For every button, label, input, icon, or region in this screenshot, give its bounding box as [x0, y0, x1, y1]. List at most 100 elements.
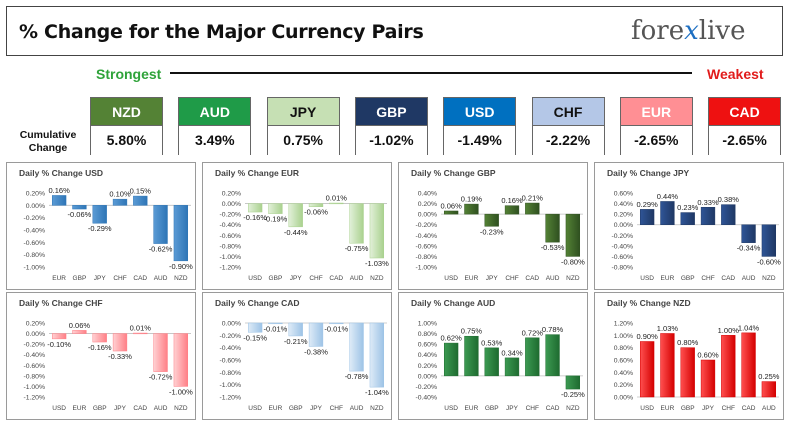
- chart-title: Daily % Change JPY: [607, 168, 690, 178]
- bar-usd: [443, 210, 459, 215]
- bar-chf: [504, 205, 520, 215]
- data-label: 0.78%: [542, 325, 564, 334]
- chart-panel: Daily % Change JPY 0.60% 0.40% 0.20% 0.00% -0…: [594, 162, 784, 290]
- bar-nzd: [565, 375, 581, 390]
- y-tick-label: 0.00%: [26, 331, 45, 338]
- bar-cad: [329, 202, 344, 205]
- x-category-label: USD: [444, 405, 458, 412]
- bar-chart: Daily % Change EUR 0.20% 0.00% -0.20% -0.40%…: [215, 168, 389, 282]
- bar-nzd: [761, 224, 777, 257]
- x-category-label: CHF: [309, 275, 322, 282]
- x-category-label: CAD: [721, 275, 735, 282]
- y-tick-label: -0.40%: [415, 395, 437, 402]
- currency-cumulative-value: -1.49%: [444, 126, 516, 155]
- y-tick-label: 0.00%: [614, 222, 633, 229]
- bar-eur: [464, 203, 479, 215]
- y-tick-label: -1.00%: [23, 265, 45, 272]
- x-category-label: GBP: [681, 275, 695, 282]
- data-label: 0.10%: [109, 190, 131, 199]
- data-label: 0.72%: [522, 328, 544, 337]
- y-tick-label: -0.40%: [23, 228, 45, 235]
- chart-title: Daily % Change CAD: [215, 298, 300, 308]
- data-label: -0.21%: [284, 337, 308, 346]
- y-tick-label: -1.00%: [219, 254, 241, 261]
- y-tick-label: -0.80%: [415, 254, 437, 261]
- y-tick-label: -0.40%: [611, 243, 633, 250]
- x-category-label: AUD: [742, 275, 756, 282]
- currency-cumulative-value: -2.65%: [709, 126, 781, 155]
- y-tick-label: -0.20%: [219, 333, 241, 340]
- chart-panel: Daily % Change AUD 1.00% 0.80% 0.60% 0.40% 0.…: [398, 292, 588, 420]
- y-tick-label: -0.40%: [415, 233, 437, 240]
- data-label: -0.80%: [561, 257, 585, 266]
- y-tick-label: 0.00%: [418, 373, 437, 380]
- bar-nzd: [369, 322, 385, 388]
- x-category-label: USD: [640, 275, 654, 282]
- x-category-label: JPY: [506, 405, 519, 412]
- currency-code: JPY: [267, 98, 339, 126]
- y-tick-label: -0.60%: [23, 363, 45, 370]
- y-tick-label: 0.40%: [614, 201, 633, 208]
- chart-panel: Daily % Change NZD 1.20% 1.00% 0.80% 0.60% 0.…: [594, 292, 784, 420]
- chart-title: Daily % Change CHF: [19, 298, 103, 308]
- bar-cad: [133, 195, 148, 206]
- data-label: -1.03%: [365, 259, 389, 268]
- currency-code: AUD: [179, 98, 251, 126]
- bar-eur: [51, 195, 67, 206]
- y-tick-label: -0.60%: [611, 254, 633, 261]
- bar-chf: [525, 337, 540, 377]
- bar-nzd: [565, 213, 581, 257]
- bar-chf: [112, 198, 128, 206]
- y-tick-label: 0.80%: [614, 345, 633, 352]
- bar-aud: [153, 333, 168, 372]
- x-category-label: EUR: [661, 405, 675, 412]
- bar-aud: [349, 322, 364, 372]
- x-category-label: AUD: [762, 405, 776, 412]
- bar-gbp: [92, 333, 107, 343]
- chart-title: Daily % Change GBP: [411, 168, 496, 178]
- data-label: -0.29%: [88, 224, 112, 233]
- y-tick-label: 0.20%: [418, 201, 437, 208]
- y-tick-label: 0.40%: [614, 370, 633, 377]
- currency-box-nzd: NZD 5.80%: [90, 97, 163, 155]
- bar-gbp: [288, 322, 303, 337]
- bar-usd: [443, 342, 459, 377]
- chart-panel: Daily % Change CAD 0.00% -0.20% -0.40% -0.60…: [202, 292, 392, 420]
- data-label: 0.01%: [130, 324, 152, 333]
- currency-cumulative-value: 0.75%: [267, 126, 339, 155]
- currency-box-jpy: JPY 0.75%: [266, 97, 340, 155]
- data-label: -0.16%: [88, 343, 112, 352]
- x-category-label: NZD: [566, 275, 580, 282]
- data-label: 0.21%: [522, 194, 544, 203]
- bar-gbp: [484, 347, 499, 377]
- x-category-label: EUR: [52, 275, 66, 282]
- bar-usd: [51, 333, 67, 340]
- chart-title: Daily % Change NZD: [607, 298, 691, 308]
- data-label: -0.78%: [345, 372, 369, 381]
- data-label: 0.62%: [441, 334, 463, 343]
- bar-aud: [741, 224, 756, 243]
- data-label: -0.23%: [480, 227, 504, 236]
- x-category-label: NZD: [370, 405, 384, 412]
- y-tick-label: -0.80%: [23, 373, 45, 380]
- y-tick-label: 0.20%: [614, 212, 633, 219]
- x-category-label: USD: [444, 275, 458, 282]
- page-title: % Change for the Major Currency Pairs: [19, 21, 424, 43]
- bar-gbp: [268, 203, 283, 214]
- currency-cumulative-value: -2.65%: [620, 126, 692, 155]
- y-tick-label: -0.80%: [23, 252, 45, 259]
- bar-eur: [72, 330, 87, 334]
- y-tick-label: -0.20%: [23, 342, 45, 349]
- y-tick-label: 0.20%: [614, 382, 633, 389]
- bar-gbp: [680, 347, 695, 398]
- bar-jpy: [484, 213, 499, 227]
- bar-aud: [545, 213, 560, 243]
- data-label: 0.60%: [697, 351, 719, 360]
- x-category-label: GBP: [269, 275, 283, 282]
- x-category-label: JPY: [310, 405, 323, 412]
- x-category-label: CHF: [330, 405, 343, 412]
- y-tick-label: -0.40%: [219, 222, 241, 229]
- y-tick-label: 0.00%: [614, 395, 633, 402]
- data-label: 0.34%: [501, 348, 523, 357]
- y-tick-label: -0.20%: [219, 212, 241, 219]
